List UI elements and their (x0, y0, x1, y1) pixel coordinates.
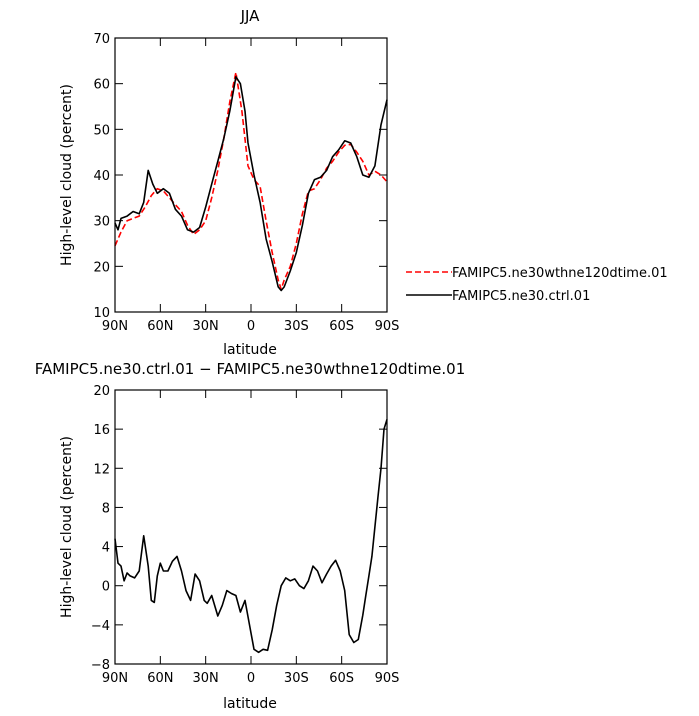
bottom-plot-frame (114, 389, 388, 665)
bottom-x-tick-label: 0 (247, 671, 255, 686)
top-x-tick-label: 60S (329, 319, 354, 334)
bottom-y-tick-label: 8 (102, 501, 110, 516)
top-x-tick-label: 90S (375, 319, 400, 334)
top-y-tick-label: 70 (93, 32, 110, 47)
top-y-tick-label: 40 (93, 169, 110, 184)
top-y-tick-label: 10 (93, 306, 110, 321)
bottom-x-ticks: 90N 60N 30N 0 30S 60S 90S (102, 390, 400, 686)
bottom-panel: FAMIPC5.ne30.ctrl.01 − FAMIPC5.ne30wthne… (35, 360, 466, 712)
legend-label-series-2: FAMIPC5.ne30.ctrl.01 (452, 289, 590, 304)
top-series-line-2 (114, 76, 388, 292)
top-y-tick-label: 20 (93, 260, 110, 275)
bottom-x-tick-label: 60S (329, 671, 354, 686)
bottom-y-tick-label: −8 (91, 658, 110, 673)
top-x-tick-label: 30S (284, 319, 309, 334)
top-plot-area (114, 71, 388, 292)
bottom-x-tick-label: 30S (284, 671, 309, 686)
top-x-tick-label: 60N (147, 319, 173, 334)
bottom-x-axis-label: latitude (223, 696, 277, 712)
bottom-y-tick-label: 16 (93, 423, 110, 438)
legend-label-series-1: FAMIPC5.ne30wthne120dtime.01 (452, 266, 668, 281)
top-panel: JJA 90N 60N 30N 0 30S 60S 90S 10 20 30 40 50 60 70 l… (59, 7, 668, 358)
top-x-ticks: 90N 60N 30N 0 30S 60S 90S (102, 38, 400, 334)
top-y-tick-label: 60 (93, 78, 110, 93)
top-y-tick-label: 50 (93, 123, 110, 138)
bottom-y-tick-label: −4 (91, 619, 110, 634)
legend: FAMIPC5.ne30wthne120dtime.01 FAMIPC5.ne3… (406, 266, 668, 304)
bottom-x-tick-label: 90S (375, 671, 400, 686)
top-y-ticks: 10 20 30 40 50 60 70 (93, 32, 387, 321)
bottom-y-tick-label: 0 (102, 580, 110, 595)
top-x-tick-label: 0 (247, 319, 255, 334)
bottom-series-line-1 (114, 419, 388, 654)
bottom-x-tick-label: 30N (193, 671, 219, 686)
top-x-tick-label: 90N (102, 319, 128, 334)
top-chart-title: JJA (240, 7, 261, 25)
top-plot-frame (114, 37, 388, 313)
top-series-line-1 (114, 71, 388, 291)
bottom-y-tick-label: 4 (102, 541, 110, 556)
bottom-y-tick-label: 20 (93, 384, 110, 399)
top-x-axis-label: latitude (223, 342, 277, 358)
bottom-y-ticks: −8 −4 0 4 8 12 16 20 (91, 384, 387, 673)
bottom-y-tick-label: 12 (93, 462, 110, 477)
top-y-tick-label: 30 (93, 215, 110, 230)
bottom-x-tick-label: 90N (102, 671, 128, 686)
bottom-plot-area (114, 419, 388, 654)
bottom-x-tick-label: 60N (147, 671, 173, 686)
top-x-tick-label: 30N (193, 319, 219, 334)
top-y-axis-label: High-level cloud (percent) (59, 84, 75, 266)
bottom-y-axis-label: High-level cloud (percent) (59, 436, 75, 618)
bottom-chart-title: FAMIPC5.ne30.ctrl.01 − FAMIPC5.ne30wthne… (35, 360, 466, 378)
